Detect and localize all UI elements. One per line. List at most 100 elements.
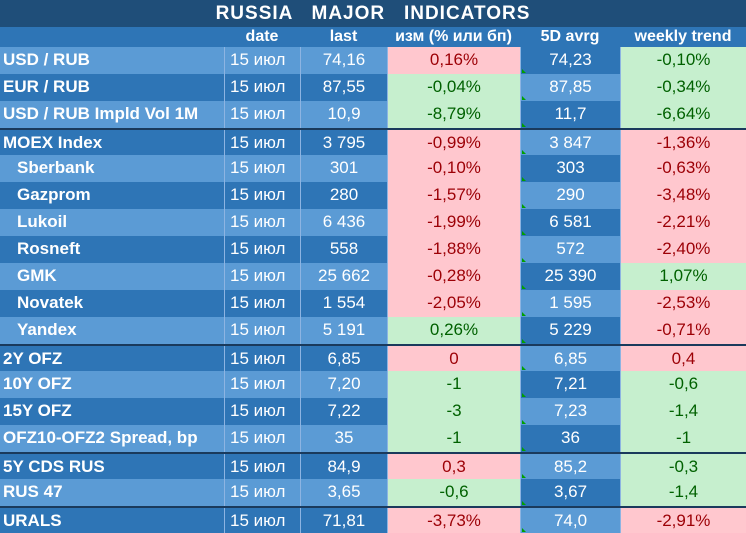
change-cell[interactable]: -3,73% — [387, 508, 520, 533]
weekly-trend-cell[interactable]: -2,91% — [620, 508, 746, 533]
date-cell[interactable]: 15 июл — [224, 47, 300, 74]
last-cell[interactable]: 71,81 — [300, 508, 387, 533]
avg-cell[interactable]: 3 847 — [520, 130, 620, 155]
indicator-name[interactable]: 15Y OFZ — [0, 398, 224, 425]
weekly-trend-cell[interactable]: -2,21% — [620, 209, 746, 236]
last-cell[interactable]: 558 — [300, 236, 387, 263]
weekly-trend-cell[interactable]: -3,48% — [620, 182, 746, 209]
weekly-trend-cell[interactable]: -2,53% — [620, 290, 746, 317]
change-cell[interactable]: -2,05% — [387, 290, 520, 317]
change-cell[interactable]: -0,99% — [387, 130, 520, 155]
last-cell[interactable]: 74,16 — [300, 47, 387, 74]
last-cell[interactable]: 84,9 — [300, 454, 387, 479]
avg-cell[interactable]: 572 — [520, 236, 620, 263]
change-cell[interactable]: 0,16% — [387, 47, 520, 74]
indicator-name[interactable]: OFZ10-OFZ2 Spread, bp — [0, 425, 224, 452]
change-cell[interactable]: -3 — [387, 398, 520, 425]
last-cell[interactable]: 1 554 — [300, 290, 387, 317]
last-cell[interactable]: 5 191 — [300, 317, 387, 344]
date-cell[interactable]: 15 июл — [224, 290, 300, 317]
avg-cell[interactable]: 3,67 — [520, 479, 620, 506]
last-cell[interactable]: 301 — [300, 155, 387, 182]
indicator-name[interactable]: Gazprom — [0, 182, 224, 209]
weekly-trend-cell[interactable]: 1,07% — [620, 263, 746, 290]
date-cell[interactable]: 15 июл — [224, 130, 300, 155]
date-cell[interactable]: 15 июл — [224, 155, 300, 182]
avg-cell[interactable]: 6,85 — [520, 346, 620, 371]
date-cell[interactable]: 15 июл — [224, 209, 300, 236]
indicator-name[interactable]: EUR / RUB — [0, 74, 224, 101]
avg-cell[interactable]: 7,23 — [520, 398, 620, 425]
weekly-trend-cell[interactable]: 0,4 — [620, 346, 746, 371]
avg-cell[interactable]: 87,85 — [520, 74, 620, 101]
avg-cell[interactable]: 6 581 — [520, 209, 620, 236]
indicator-name[interactable]: GMK — [0, 263, 224, 290]
indicator-name[interactable]: Sberbank — [0, 155, 224, 182]
last-cell[interactable]: 35 — [300, 425, 387, 452]
weekly-trend-cell[interactable]: -1,4 — [620, 479, 746, 506]
indicator-name[interactable]: 10Y OFZ — [0, 371, 224, 398]
indicator-name[interactable]: RUS 47 — [0, 479, 224, 506]
last-cell[interactable]: 7,22 — [300, 398, 387, 425]
change-cell[interactable]: -0,04% — [387, 74, 520, 101]
last-cell[interactable]: 3,65 — [300, 479, 387, 506]
indicator-name[interactable]: Novatek — [0, 290, 224, 317]
date-cell[interactable]: 15 июл — [224, 454, 300, 479]
change-cell[interactable]: -1,88% — [387, 236, 520, 263]
date-cell[interactable]: 15 июл — [224, 263, 300, 290]
weekly-trend-cell[interactable]: -0,10% — [620, 47, 746, 74]
date-cell[interactable]: 15 июл — [224, 101, 300, 128]
last-cell[interactable]: 6 436 — [300, 209, 387, 236]
change-cell[interactable]: -0,6 — [387, 479, 520, 506]
change-cell[interactable]: -1,57% — [387, 182, 520, 209]
date-cell[interactable]: 15 июл — [224, 182, 300, 209]
weekly-trend-cell[interactable]: -2,40% — [620, 236, 746, 263]
date-cell[interactable]: 15 июл — [224, 74, 300, 101]
change-cell[interactable]: -1,99% — [387, 209, 520, 236]
weekly-trend-cell[interactable]: -6,64% — [620, 101, 746, 128]
weekly-trend-cell[interactable]: -0,6 — [620, 371, 746, 398]
indicator-name[interactable]: MOEX Index — [0, 130, 224, 155]
weekly-trend-cell[interactable]: -0,63% — [620, 155, 746, 182]
change-cell[interactable]: 0,3 — [387, 454, 520, 479]
change-cell[interactable]: 0,26% — [387, 317, 520, 344]
indicator-name[interactable]: Lukoil — [0, 209, 224, 236]
avg-cell[interactable]: 85,2 — [520, 454, 620, 479]
last-cell[interactable]: 10,9 — [300, 101, 387, 128]
date-cell[interactable]: 15 июл — [224, 425, 300, 452]
indicator-name[interactable]: USD / RUB Impld Vol 1M — [0, 101, 224, 128]
weekly-trend-cell[interactable]: -1,4 — [620, 398, 746, 425]
last-cell[interactable]: 3 795 — [300, 130, 387, 155]
avg-cell[interactable]: 5 229 — [520, 317, 620, 344]
weekly-trend-cell[interactable]: -0,3 — [620, 454, 746, 479]
date-cell[interactable]: 15 июл — [224, 479, 300, 506]
avg-cell[interactable]: 74,0 — [520, 508, 620, 533]
weekly-trend-cell[interactable]: -0,71% — [620, 317, 746, 344]
last-cell[interactable]: 25 662 — [300, 263, 387, 290]
date-cell[interactable]: 15 июл — [224, 236, 300, 263]
avg-cell[interactable]: 74,23 — [520, 47, 620, 74]
date-cell[interactable]: 15 июл — [224, 508, 300, 533]
avg-cell[interactable]: 303 — [520, 155, 620, 182]
avg-cell[interactable]: 36 — [520, 425, 620, 452]
avg-cell[interactable]: 7,21 — [520, 371, 620, 398]
change-cell[interactable]: -0,28% — [387, 263, 520, 290]
change-cell[interactable]: -8,79% — [387, 101, 520, 128]
indicator-name[interactable]: Rosneft — [0, 236, 224, 263]
date-cell[interactable]: 15 июл — [224, 398, 300, 425]
last-cell[interactable]: 6,85 — [300, 346, 387, 371]
weekly-trend-cell[interactable]: -1,36% — [620, 130, 746, 155]
last-cell[interactable]: 7,20 — [300, 371, 387, 398]
indicator-name[interactable]: USD / RUB — [0, 47, 224, 74]
avg-cell[interactable]: 290 — [520, 182, 620, 209]
change-cell[interactable]: -0,10% — [387, 155, 520, 182]
indicator-name[interactable]: 5Y CDS RUS — [0, 454, 224, 479]
date-cell[interactable]: 15 июл — [224, 371, 300, 398]
change-cell[interactable]: -1 — [387, 371, 520, 398]
weekly-trend-cell[interactable]: -1 — [620, 425, 746, 452]
change-cell[interactable]: -1 — [387, 425, 520, 452]
avg-cell[interactable]: 25 390 — [520, 263, 620, 290]
indicator-name[interactable]: 2Y OFZ — [0, 346, 224, 371]
avg-cell[interactable]: 11,7 — [520, 101, 620, 128]
last-cell[interactable]: 87,55 — [300, 74, 387, 101]
